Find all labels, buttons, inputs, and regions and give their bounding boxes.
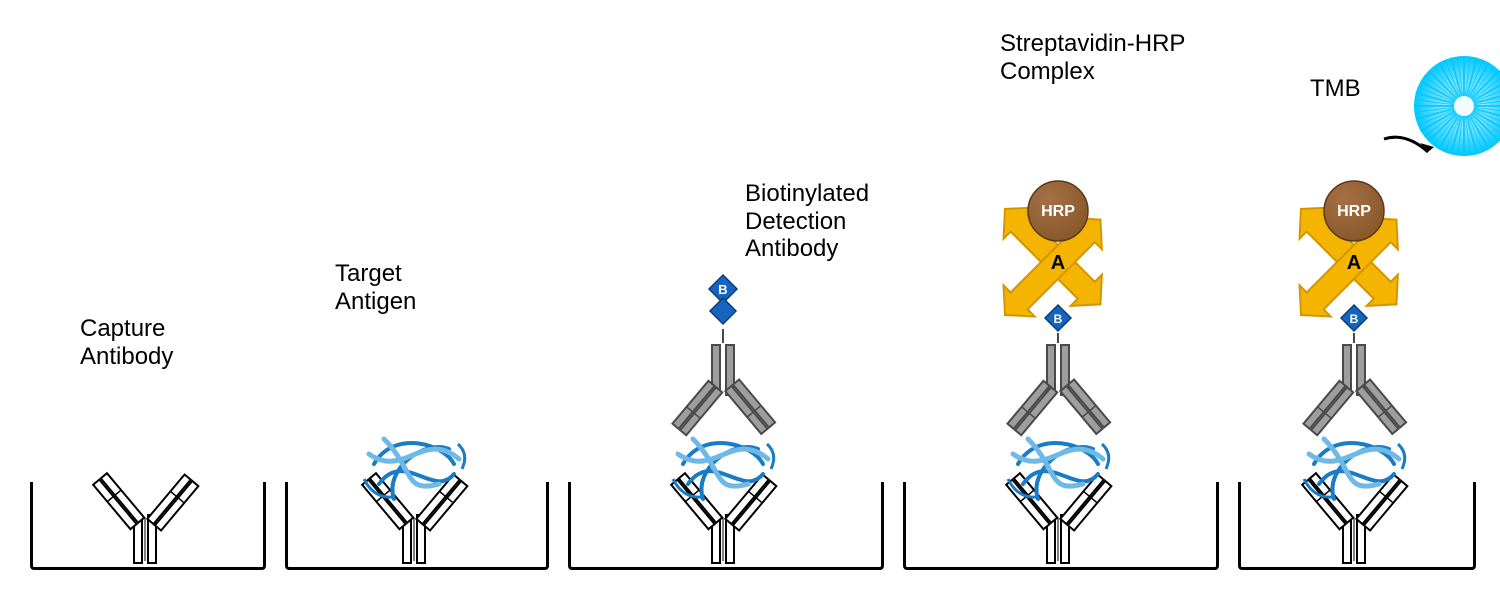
assembly <box>55 47 235 567</box>
svg-text:B: B <box>1350 312 1359 326</box>
label-p1: Capture Antibody <box>80 315 173 370</box>
panel-p3: B <box>568 10 878 570</box>
panel-p1 <box>30 10 260 570</box>
label-p2: Target Antigen <box>335 260 416 315</box>
assembly: A B HRP <box>968 47 1148 567</box>
svg-text:HRP: HRP <box>1041 203 1075 220</box>
hrp: HRP <box>1318 175 1390 247</box>
assembly: A B HRP <box>1264 47 1444 567</box>
hrp: HRP <box>1022 175 1094 247</box>
detection-antibody <box>1284 339 1424 449</box>
detection-antibody <box>653 339 793 449</box>
svg-text:B: B <box>1054 312 1063 326</box>
elisa-diagram: Capture Antibody Target Antigen <box>0 0 1500 600</box>
biotin-stalk <box>722 329 724 343</box>
detection-antibody <box>988 339 1128 449</box>
capture-antibody <box>75 467 215 567</box>
panel-p4: A B HRP <box>903 10 1213 570</box>
assembly: B <box>633 47 813 567</box>
svg-text:HRP: HRP <box>1337 203 1371 220</box>
label-p5: TMB <box>1310 75 1361 103</box>
antigen <box>354 409 474 509</box>
svg-text:A: A <box>1051 252 1065 274</box>
svg-text:A: A <box>1347 252 1361 274</box>
label-p4: Streptavidin-HRP Complex <box>1000 30 1185 85</box>
tmb-glow <box>1409 51 1500 161</box>
label-p3: Biotinylated Detection Antibody <box>745 180 869 263</box>
svg-text:B: B <box>718 282 727 297</box>
biotin: B <box>698 271 748 331</box>
